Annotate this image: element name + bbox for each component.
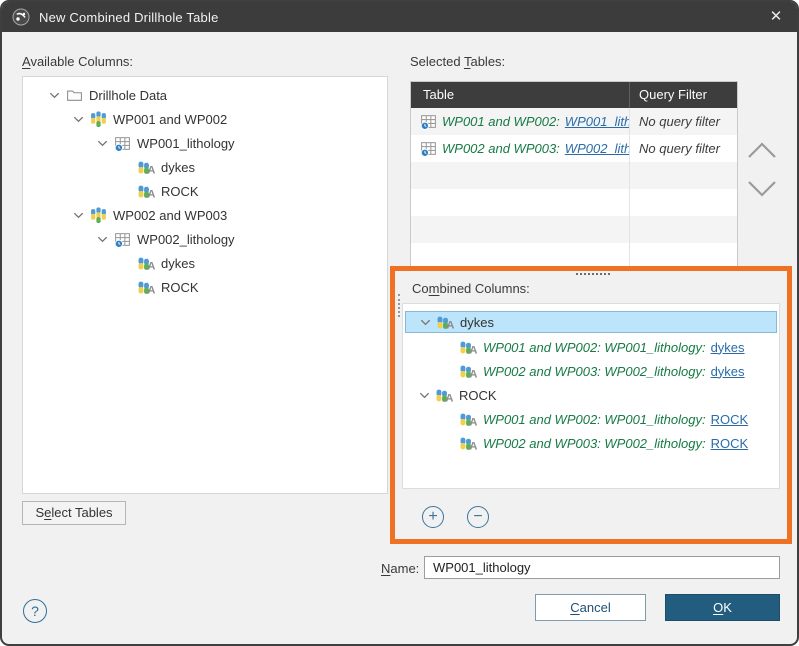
combined-columns-tree: dykes WP001 and WP002: WP001_lithology: … [402, 303, 780, 489]
selected-tables-label: Selected Tables: [410, 54, 506, 69]
chevron-down-icon[interactable] [67, 112, 89, 127]
move-down-button[interactable] [743, 174, 781, 204]
lithology-column-icon [137, 159, 155, 176]
drillholes-icon [89, 207, 107, 224]
tree-item-wp001-lithology[interactable]: WP001_lithology [23, 131, 387, 155]
combined-child-source: WP001 and WP002: WP001_lithology: [483, 411, 706, 427]
lithology-column-icon [435, 387, 453, 404]
lithology-column-icon [137, 279, 155, 296]
chevron-down-icon[interactable] [67, 208, 89, 223]
column-header-table: Table [411, 82, 630, 108]
lithology-column-icon [459, 411, 477, 428]
table-source: WP001 and WP002: [442, 114, 560, 129]
tree-item-wp002-lithology[interactable]: WP002_lithology [23, 227, 387, 251]
tree-item-label: dykes [161, 159, 195, 175]
combined-group-rock[interactable]: ROCK [403, 383, 779, 407]
chevron-down-icon[interactable] [413, 388, 435, 403]
tree-item-dykes[interactable]: dykes [23, 155, 387, 179]
combined-child-source: WP002 and WP003: WP002_lithology: [483, 435, 706, 451]
combined-child-source: WP002 and WP003: WP002_lithology: [483, 363, 706, 379]
query-filter-cell[interactable]: No query filter [639, 141, 720, 156]
table-row-empty [411, 189, 737, 216]
table-row-empty [411, 216, 737, 243]
ok-button[interactable]: OK [665, 594, 780, 621]
interval-table-icon [419, 140, 437, 157]
tree-item-label: Drillhole Data [89, 87, 168, 103]
combined-child-item[interactable]: WP001 and WP002: WP001_lithology: ROCK [403, 407, 779, 431]
add-combined-column-button[interactable]: + [422, 506, 444, 528]
combined-child-link[interactable]: dykes [710, 339, 745, 355]
title-bar: New Combined Drillhole Table ✕ [2, 2, 797, 32]
table-link[interactable]: WP002_lith… [564, 141, 629, 156]
table-source: WP002 and WP003: [442, 141, 560, 156]
table-row-empty [411, 162, 737, 189]
combined-child-link[interactable]: ROCK [710, 411, 749, 427]
tree-item-label: WP001 and WP002 [113, 111, 228, 127]
chevron-down-icon[interactable] [43, 88, 65, 103]
combined-child-link[interactable]: dykes [710, 363, 745, 379]
table-row[interactable]: WP001 and WP002: WP001_lith… No query fi… [411, 108, 737, 135]
chevron-down-icon[interactable] [414, 315, 436, 330]
table-link[interactable]: WP001_lith… [564, 114, 629, 129]
name-label: Name: [381, 561, 420, 576]
combined-group-label: dykes [460, 314, 494, 330]
tree-item-label: WP002_lithology [137, 231, 235, 247]
window-title: New Combined Drillhole Table [39, 9, 219, 25]
query-filter-cell[interactable]: No query filter [639, 114, 720, 129]
available-columns-label: Available Columns: [22, 54, 134, 69]
chevron-up-icon [748, 142, 776, 158]
column-header-query-filter: Query Filter [639, 87, 707, 102]
lithology-column-icon [459, 339, 477, 356]
interval-table-icon [113, 135, 131, 152]
tree-item-wp001-and-wp002[interactable]: WP001 and WP002 [23, 107, 387, 131]
lithology-column-icon [137, 183, 155, 200]
folder-icon [65, 87, 83, 104]
chevron-down-icon[interactable] [91, 232, 113, 247]
table-row[interactable]: WP002 and WP003: WP002_lith… No query fi… [411, 135, 737, 162]
vertical-splitter-handle[interactable] [398, 294, 400, 317]
selected-tables-header: Table Query Filter [411, 82, 737, 108]
available-columns-tree: Drillhole Data WP001 and WP002 WP001_lit… [22, 76, 388, 494]
tree-item-label: WP001_lithology [137, 135, 235, 151]
help-button[interactable]: ? [23, 599, 47, 623]
cancel-button[interactable]: Cancel [535, 594, 646, 621]
close-icon[interactable]: ✕ [769, 8, 783, 25]
interval-table-icon [419, 113, 437, 130]
combined-columns-label: Combined Columns: [412, 281, 530, 296]
lithology-column-icon [459, 435, 477, 452]
lithology-column-icon [459, 363, 477, 380]
move-up-button[interactable] [743, 135, 781, 165]
selected-tables-grid: Table Query Filter WP001 and WP002: WP00… [410, 81, 738, 269]
select-tables-button[interactable]: Select Tables [22, 501, 126, 525]
tree-item-wp002-and-wp003[interactable]: WP002 and WP003 [23, 203, 387, 227]
lithology-column-icon [137, 255, 155, 272]
combined-child-item[interactable]: WP001 and WP002: WP001_lithology: dykes [403, 335, 779, 359]
leapfrog-app-icon [12, 8, 30, 26]
combined-group-dykes[interactable]: dykes [405, 311, 777, 333]
combined-child-item[interactable]: WP002 and WP003: WP002_lithology: ROCK [403, 431, 779, 455]
tree-item-label: ROCK [161, 279, 199, 295]
tree-item-label: ROCK [161, 183, 199, 199]
tree-item-drillhole-data[interactable]: Drillhole Data [23, 83, 387, 107]
combined-child-item[interactable]: WP002 and WP003: WP002_lithology: dykes [403, 359, 779, 383]
tree-item-dykes[interactable]: dykes [23, 251, 387, 275]
tree-item-rock[interactable]: ROCK [23, 275, 387, 299]
table-row-empty [411, 243, 737, 268]
lithology-column-icon [436, 314, 454, 331]
name-input[interactable] [424, 556, 780, 579]
drillholes-icon [89, 111, 107, 128]
tree-item-rock[interactable]: ROCK [23, 179, 387, 203]
horizontal-splitter-handle[interactable] [576, 273, 610, 275]
tree-item-label: WP002 and WP003 [113, 207, 228, 223]
tree-item-label: dykes [161, 255, 195, 271]
chevron-down-icon[interactable] [91, 136, 113, 151]
combined-child-source: WP001 and WP002: WP001_lithology: [483, 339, 706, 355]
combined-child-link[interactable]: ROCK [710, 435, 749, 451]
remove-combined-column-button[interactable]: − [467, 506, 489, 528]
interval-table-icon [113, 231, 131, 248]
chevron-down-icon [748, 181, 776, 197]
combined-group-label: ROCK [459, 387, 497, 403]
